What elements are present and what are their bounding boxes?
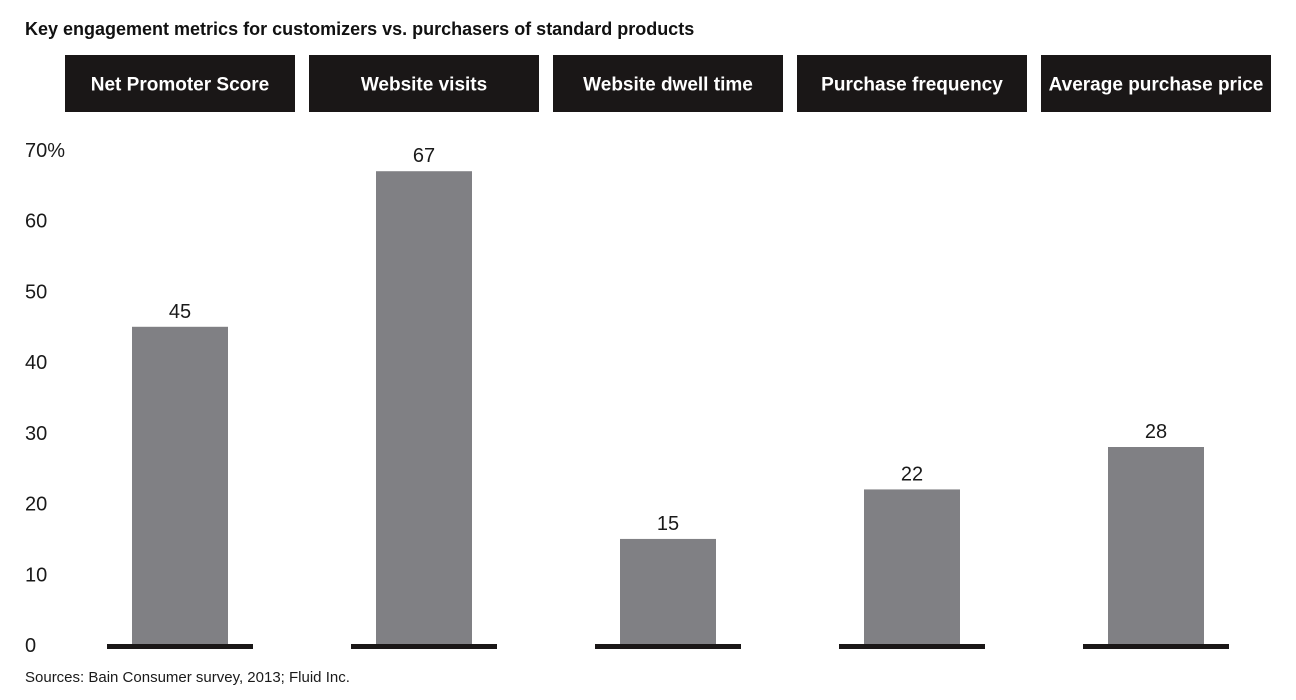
y-tick-label: 30: [25, 423, 47, 445]
bars: [132, 171, 1204, 645]
y-axis-ticks: 0 10 20 30 40 50 60 70%: [25, 140, 65, 657]
baseline-purchase-frequency: [839, 644, 985, 649]
header-label-website-visits: Website visits: [361, 75, 487, 96]
baseline-average-purchase-price: [1083, 644, 1229, 649]
baseline-website-dwell-time: [595, 644, 741, 649]
header-label-net-promoter-score: Net Promoter Score: [91, 75, 269, 96]
header-website-dwell-time: [553, 55, 783, 112]
bar-website-visits: [376, 171, 472, 645]
y-tick-label: 10: [25, 564, 47, 586]
baselines: [107, 644, 1229, 649]
bar-website-dwell-time: [620, 538, 716, 645]
header-purchase-frequency: [797, 55, 1027, 112]
chart-title: Key engagement metrics for customizers v…: [25, 19, 694, 39]
baseline-website-visits: [351, 644, 497, 649]
y-tick-label: 70%: [25, 140, 65, 162]
baseline-net-promoter-score: [107, 644, 253, 649]
header-website-visits: [309, 55, 539, 112]
header-label-purchase-frequency: Purchase frequency: [821, 75, 1003, 96]
header-average-purchase-price: [1041, 55, 1271, 112]
header-net-promoter-score: [65, 55, 295, 112]
value-label-net-promoter-score: 45: [169, 301, 191, 323]
y-tick-label: 0: [25, 635, 36, 657]
y-tick-label: 20: [25, 494, 47, 516]
value-label-average-purchase-price: 28: [1145, 421, 1167, 443]
value-label-website-visits: 67: [413, 145, 435, 167]
value-labels: 45 67 15 22 28: [169, 145, 1167, 535]
y-tick-label: 60: [25, 211, 47, 233]
bar-net-promoter-score: [132, 326, 228, 645]
y-tick-label: 40: [25, 352, 47, 374]
value-label-purchase-frequency: 22: [901, 463, 923, 485]
bar-purchase-frequency: [864, 489, 960, 645]
value-label-website-dwell-time: 15: [657, 513, 679, 535]
y-tick-label: 50: [25, 281, 47, 303]
source-note: Sources: Bain Consumer survey, 2013; Flu…: [25, 669, 350, 686]
category-headers: Net Promoter Score Website visits Website …: [65, 55, 1271, 112]
header-label-average-purchase-price: Average purchase price: [1049, 75, 1264, 96]
bar-average-purchase-price: [1108, 447, 1204, 645]
header-label-website-dwell-time: Website dwell time: [583, 75, 753, 96]
